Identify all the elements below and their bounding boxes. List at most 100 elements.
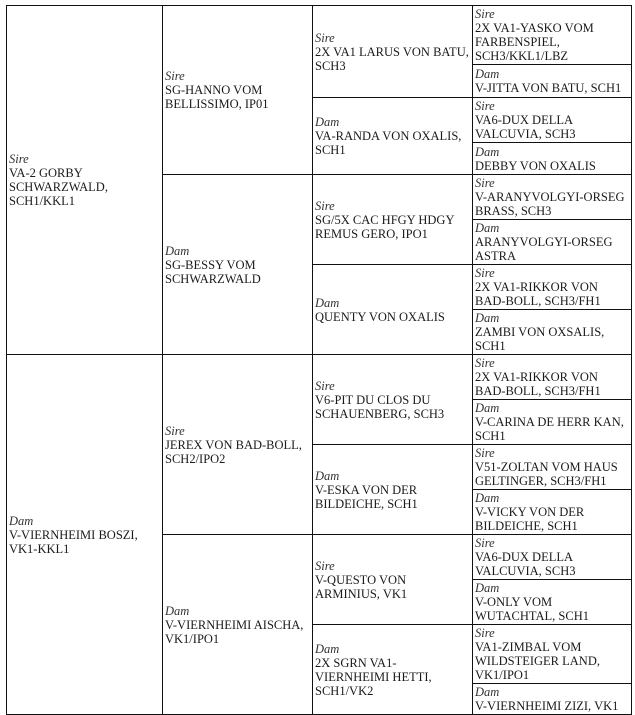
dog-name: V-ARANYVOLGYI-ORSEG BRASS, SCH3 — [475, 190, 625, 218]
parent-label: Sire — [315, 198, 335, 213]
pedigree-row: Dam DEBBY VON OXALIS — [7, 142, 632, 175]
dog-name: V-JITTA VON BATU, SCH1 — [475, 81, 622, 95]
dog-name: V-VIERNHEIMI AISCHA, VK1/IPO1 — [165, 617, 304, 646]
pedigree-cell-gen1: Dam V-VIERNHEIMI BOSZI, VK1-KKL1 — [6, 354, 163, 715]
dog-name: VA6-DUX DELLA VALCUVIA, SCH3 — [475, 550, 576, 578]
dog-name: V-ESKA VON DER BILDEICHE, SCH1 — [315, 482, 418, 511]
dog-name: V51-ZOLTAN VOM HAUS GELTINGER, SCH3/FH1 — [475, 460, 618, 488]
parent-label: Sire — [165, 423, 185, 438]
parent-label: Dam — [475, 685, 500, 699]
pedigree-cell-gen4: Dam V-VIERNHEIMI ZIZI, VK1 — [472, 683, 632, 715]
pedigree-cell-gen3: Sire V6-PIT DU CLOS DU SCHAUENBERG, SCH3 — [312, 354, 473, 445]
pedigree-cell-gen3: Sire 2X VA1 LARUS VON BATU, SCH3 — [312, 5, 473, 98]
parent-label: Dam — [475, 144, 500, 159]
parent-label: Sire — [475, 266, 495, 280]
pedigree-row: Dam QUENTY VON OXALIS Sire 2X VA1-RIKKOR VO… — [7, 264, 632, 355]
dog-name: 2X VA1-YASKO VOM FARBENSPIEL, SCH3/KKL1/… — [475, 21, 594, 63]
parent-label: Sire — [315, 558, 335, 573]
parent-label: Dam — [315, 115, 340, 129]
parent-label: Dam — [315, 641, 340, 656]
dog-name: V6-PIT DU CLOS DU SCHAUENBERG, SCH3 — [315, 392, 445, 421]
parent-label: Dam — [475, 401, 500, 415]
parent-label: Sire — [475, 176, 495, 190]
parent-label: Dam — [475, 311, 500, 325]
pedigree-cell-gen3: Sire V-QUESTO VON ARMINIUS, VK1 — [312, 534, 473, 625]
pedigree-row: Dam V-JITTA VON BATU, SCH1 — [7, 64, 632, 98]
parent-label: Sire — [475, 446, 495, 460]
dog-name: V-QUESTO VON ARMINIUS, VK1 — [315, 572, 408, 601]
pedigree-cell-gen3: Dam VA-RANDA VON OXALIS, SCH1 — [312, 97, 473, 175]
dog-name: SG-HANNO VOM BELLISSIMO, IP01 — [165, 83, 269, 111]
pedigree-row: Dam V-ESKA VON DER BILDEICHE, SCH1 Sire V51… — [7, 444, 632, 535]
pedigree-cell-gen4: Sire 2X VA1-RIKKOR VON BAD-BOLL, SCH3/FH1 — [472, 354, 632, 400]
parent-label: Dam — [475, 221, 500, 235]
dog-name: JEREX VON BAD-BOLL, SCH2/IPO2 — [165, 437, 302, 466]
dog-name: 2X VA1-RIKKOR VON BAD-BOLL, SCH3/FH1 — [475, 280, 601, 308]
pedigree-table: Sire VA-2 GORBY SCHWARZWALD, SCH1/KKL1 Sir… — [6, 5, 632, 715]
parent-label: Sire — [475, 7, 495, 21]
pedigree-cell-gen4: Dam DEBBY VON OXALIS — [472, 142, 632, 175]
dog-name: V-CARINA DE HERR KAN, SCH1 — [475, 415, 624, 443]
parent-label: Sire — [475, 356, 495, 370]
pedigree-cell-gen3: Sire SG/5X CAC HFGY HDGY REMUS GERO, IPO1 — [312, 174, 473, 265]
dog-name: 2X VA1-RIKKOR VON BAD-BOLL, SCH3/FH1 — [475, 370, 601, 398]
pedigree-cell-gen4: Dam V-JITTA VON BATU, SCH1 — [472, 64, 632, 98]
pedigree-row: Dam ARANYVOLGYI-ORSEG ASTRA — [7, 219, 632, 265]
dog-name: 2X SGRN VA1-VIERNHEIMI HETTI, SCH1/VK2 — [315, 655, 432, 698]
pedigree-cell-gen2: Sire JEREX VON BAD-BOLL, SCH2/IPO2 — [162, 354, 313, 535]
pedigree-cell-gen4: Sire V-ARANYVOLGYI-ORSEG BRASS, SCH3 — [472, 174, 632, 220]
pedigree-cell-gen4: Sire 2X VA1-RIKKOR VON BAD-BOLL, SCH3/FH1 — [472, 264, 632, 310]
pedigree-row: Sire VA-2 GORBY SCHWARZWALD, SCH1/KKL1 Sir… — [6, 5, 632, 355]
parent-label: Sire — [315, 378, 335, 393]
dog-name: V-VIERNHEIMI BOSZI, VK1-KKL1 — [9, 527, 138, 556]
pedigree-row: Dam VA-RANDA VON OXALIS, SCH1 Sire VA6-DUX … — [7, 97, 632, 175]
pedigree-cell-gen1: Sire VA-2 GORBY SCHWARZWALD, SCH1/KKL1 — [6, 5, 163, 355]
pedigree-cell-gen4: Dam ARANYVOLGYI-ORSEG ASTRA — [472, 219, 632, 265]
pedigree-row: Dam V-CARINA DE HERR KAN, SCH1 — [7, 399, 632, 445]
pedigree-cell-gen4: Sire V51-ZOLTAN VOM HAUS GELTINGER, SCH3/… — [472, 444, 632, 490]
pedigree-cell-gen2: Sire SG-HANNO VOM BELLISSIMO, IP01 — [162, 5, 313, 175]
dog-name: V-VICKY VON DER BILDEICHE, SCH1 — [475, 505, 585, 533]
dog-name: ZAMBI VON OXSALIS, SCH1 — [475, 325, 605, 353]
pedigree-cell-gen3: Dam QUENTY VON OXALIS — [312, 264, 473, 355]
parent-label: Dam — [165, 603, 190, 618]
pedigree-cell-gen2: Dam V-VIERNHEIMI AISCHA, VK1/IPO1 — [162, 534, 313, 715]
dog-name: SG-BESSY VOM SCHWARZWALD — [165, 257, 261, 286]
parent-label: Sire — [315, 30, 335, 45]
dog-name: 2X VA1 LARUS VON BATU, SCH3 — [315, 44, 469, 73]
pedigree-cell-gen4: Sire VA1-ZIMBAL VOM WILDSTEIGER LAND, VK1… — [472, 624, 632, 684]
pedigree-cell-gen3: Dam V-ESKA VON DER BILDEICHE, SCH1 — [312, 444, 473, 535]
parent-label: Dam — [475, 67, 500, 81]
pedigree-row: Dam V-VIERNHEIMI BOSZI, VK1-KKL1 Sire JEREX… — [6, 354, 632, 715]
dog-name: QUENTY VON OXALIS — [315, 309, 445, 324]
pedigree-cell-gen4: Dam V-CARINA DE HERR KAN, SCH1 — [472, 399, 632, 445]
pedigree-cell-gen4: Sire VA6-DUX DELLA VALCUVIA, SCH3 — [472, 97, 632, 143]
pedigree-cell-gen3: Dam 2X SGRN VA1-VIERNHEIMI HETTI, SCH1/VK… — [312, 624, 473, 715]
pedigree-row: Dam V-VICKY VON DER BILDEICHE, SCH1 — [7, 489, 632, 535]
pedigree-row: Dam ZAMBI VON OXSALIS, SCH1 — [7, 309, 632, 355]
parent-label: Sire — [165, 69, 185, 83]
dog-name: VA-2 GORBY SCHWARZWALD, SCH1/KKL1 — [9, 166, 108, 208]
pedigree-cell-gen2: Dam SG-BESSY VOM SCHWARZWALD — [162, 174, 313, 355]
parent-label: Dam — [9, 513, 34, 528]
parent-label: Dam — [315, 295, 340, 310]
dog-name: VA6-DUX DELLA VALCUVIA, SCH3 — [475, 113, 576, 141]
parent-label: Sire — [9, 152, 29, 166]
dog-name: V-ONLY VOM WUTACHTAL, SCH1 — [475, 595, 589, 623]
pedigree-cell-gen4: Sire VA6-DUX DELLA VALCUVIA, SCH3 — [472, 534, 632, 580]
parent-label: Dam — [165, 243, 190, 258]
parent-label: Dam — [475, 491, 500, 505]
parent-label: Sire — [475, 99, 495, 113]
pedigree-row: Dam V-VIERNHEIMI AISCHA, VK1/IPO1 Sire V-QU… — [7, 534, 632, 715]
dog-name: ARANYVOLGYI-ORSEG ASTRA — [475, 235, 613, 263]
dog-name: V-VIERNHEIMI ZIZI, VK1 — [475, 699, 619, 713]
pedigree-cell-gen4: Dam V-ONLY VOM WUTACHTAL, SCH1 — [472, 579, 632, 625]
dog-name: SG/5X CAC HFGY HDGY REMUS GERO, IPO1 — [315, 212, 455, 241]
pedigree-cell-gen4: Dam ZAMBI VON OXSALIS, SCH1 — [472, 309, 632, 355]
dog-name: VA1-ZIMBAL VOM WILDSTEIGER LAND, VK1/IPO… — [475, 640, 600, 682]
parent-label: Dam — [315, 468, 340, 483]
parent-label: Sire — [475, 626, 495, 640]
pedigree-cell-gen4: Sire 2X VA1-YASKO VOM FARBENSPIEL, SCH3/K… — [472, 5, 632, 65]
pedigree-cell-gen4: Dam V-VICKY VON DER BILDEICHE, SCH1 — [472, 489, 632, 535]
pedigree-row: Dam SG-BESSY VOM SCHWARZWALD Sire SG/5X CAC… — [7, 174, 632, 355]
